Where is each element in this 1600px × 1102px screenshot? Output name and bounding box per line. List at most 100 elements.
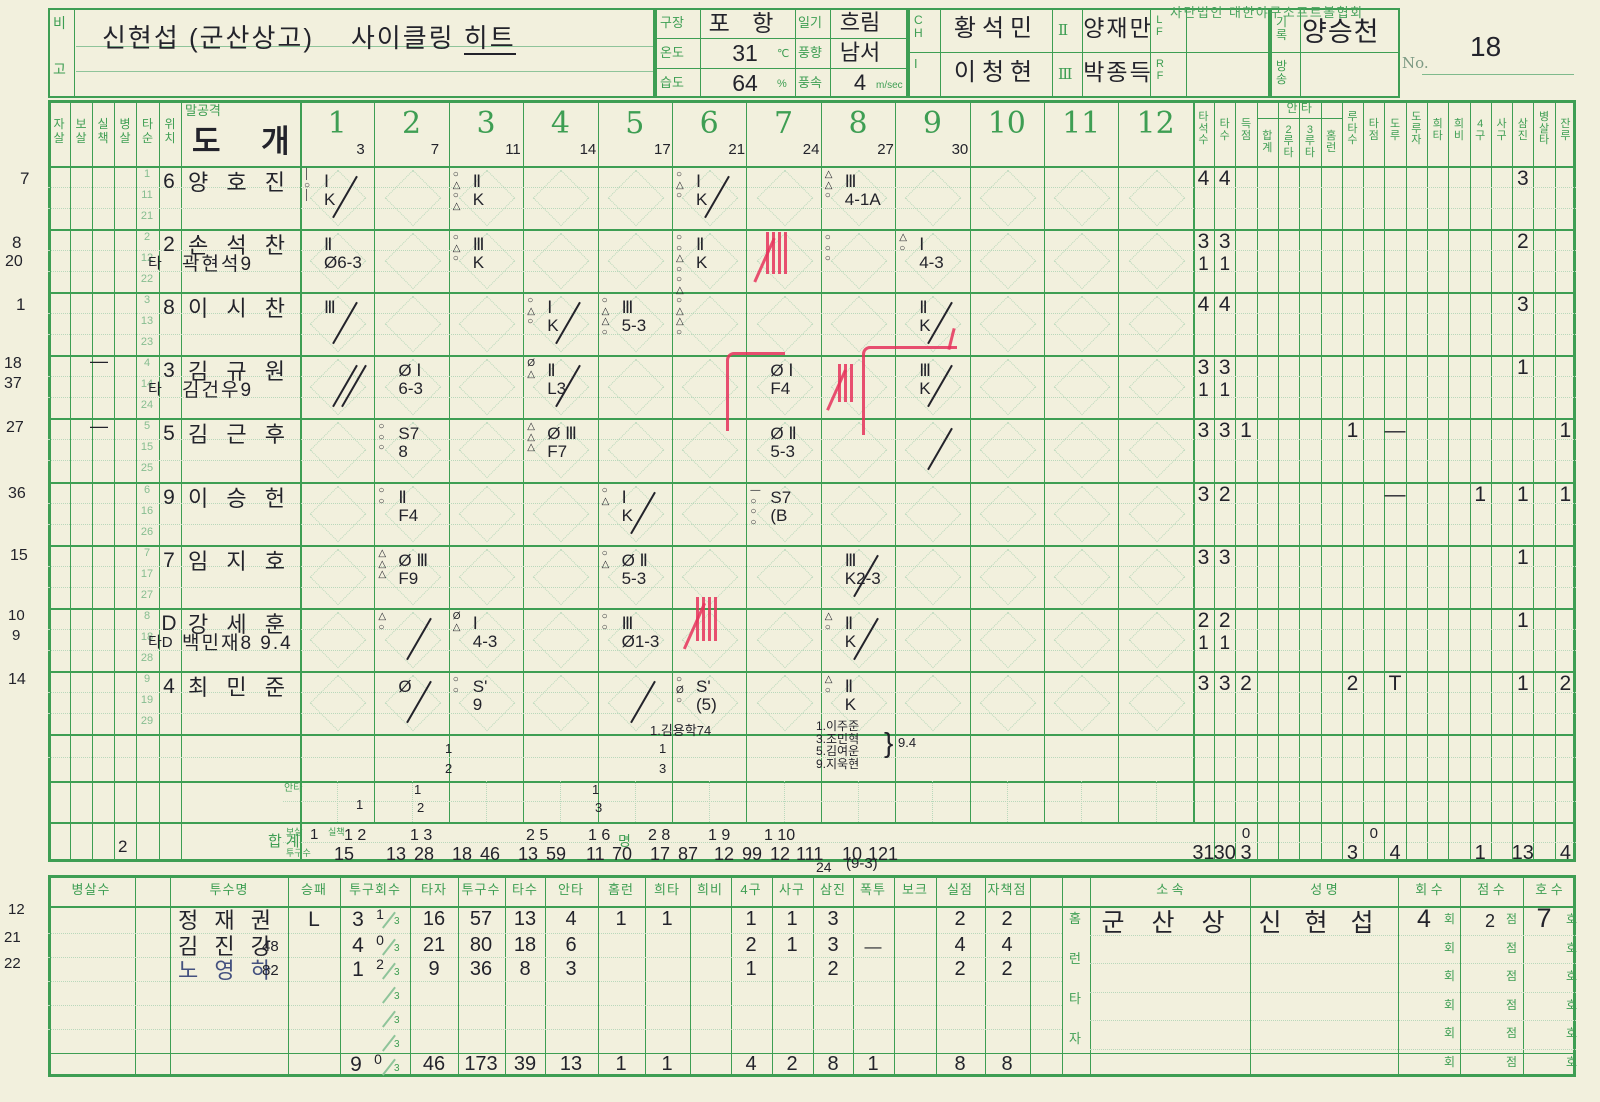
margin-annotation: 2 xyxy=(445,761,453,776)
pitcher-pitches: 80 xyxy=(469,934,493,956)
player-stat-타수: 3 xyxy=(1218,419,1231,442)
stat-column-header-병살타: 병 살 타 xyxy=(1539,111,1550,147)
dotted-hline xyxy=(48,650,1576,651)
grid-vline xyxy=(820,100,822,822)
team-total-잔루: 4 xyxy=(1559,842,1571,864)
dotted-hline xyxy=(48,1005,1062,1006)
remarks-label-top: 비 xyxy=(53,15,66,31)
weather-label: 풍향 xyxy=(798,45,822,60)
dotted-hline xyxy=(48,397,1576,398)
pitcher-total-ip-frac: 0 xyxy=(374,1051,382,1067)
pitch-sequence-marks: ○ △ ○ xyxy=(452,232,461,264)
player-stat-타석수: 3 xyxy=(1197,230,1210,253)
pitcher-column-header-투구회수: 투구회수 xyxy=(349,882,401,897)
hr-column-header: 성 명 xyxy=(1310,882,1338,897)
batting-order-number: 4 xyxy=(143,357,151,369)
player-stat-득점: 2 xyxy=(1240,672,1252,695)
player-stat-삼진: 1 xyxy=(1516,483,1529,506)
scoring-notation: Ⅰ 4-3 xyxy=(919,235,944,272)
inning-header-7: 7 xyxy=(774,106,794,141)
inning-header-10: 10 xyxy=(987,106,1026,141)
pitcher-column-header-4구: 4구 xyxy=(740,882,762,897)
grid-vline xyxy=(1192,100,1195,822)
pitcher-hits: 4 xyxy=(565,908,577,930)
sheet-number-line xyxy=(1422,74,1574,75)
unit-score: 점 xyxy=(1506,997,1518,1012)
player-stat-타수: 3 xyxy=(1218,546,1231,569)
pitcher-pitches: 57 xyxy=(469,908,493,930)
inning-header-6: 6 xyxy=(699,106,719,141)
red-tally-stroke xyxy=(714,597,717,641)
batting-order-number: 12 xyxy=(140,252,154,264)
dotted-vline xyxy=(709,781,711,822)
player-position: D xyxy=(161,612,177,635)
margin-annotation: 1.이주준 3.조민혁 5.김여운 9.지욱현 xyxy=(816,719,860,771)
pitch-sequence-marks: △ △ △ xyxy=(527,421,535,453)
weather-label: 풍속 xyxy=(798,75,822,90)
dotted-hline xyxy=(48,933,1062,934)
pitcher-walks: 2 xyxy=(745,934,757,956)
weather-label: 일기 xyxy=(798,15,822,30)
batting-order-number: 23 xyxy=(140,336,154,348)
umpire-name: 박종득 xyxy=(1083,59,1153,85)
grid-hline xyxy=(48,292,1576,294)
ip-fraction-denominator: 3 xyxy=(394,967,400,978)
substitute-name: 김건우9 xyxy=(182,380,254,401)
pitcher-earned-runs: 2 xyxy=(1001,958,1013,980)
umpire-role-label: R F xyxy=(1156,58,1164,83)
dotted-vline xyxy=(858,781,859,822)
substitute-marker: 타 xyxy=(148,255,162,272)
batting-order-number: 15 xyxy=(140,441,154,453)
substitute-stat-타석수: 1 xyxy=(1198,633,1209,654)
inning-batter-count: 27 xyxy=(877,141,894,158)
unit-inning: 회 xyxy=(1444,912,1456,926)
batting-order-number: 1 xyxy=(143,168,151,180)
batting-order-number: 19 xyxy=(140,694,154,706)
grid-hline xyxy=(48,1053,1576,1054)
margin-annotation: 3 xyxy=(595,800,603,815)
recorder-label: 기 록 xyxy=(1276,15,1288,43)
pitcher-total-hit-by-pitch: 2 xyxy=(786,1053,798,1075)
player-stat-타석수: 4 xyxy=(1197,167,1210,190)
pitcher-total-runs: 8 xyxy=(954,1053,966,1075)
scoring-notation: Ⅲ xyxy=(324,298,336,317)
pitcher-column-header-타수: 타수 xyxy=(512,882,538,897)
pitch-sequence-marks: ○ △ △ ○ xyxy=(676,295,684,338)
pitcher-total-batters-faced: 46 xyxy=(422,1053,446,1075)
sheet-number-label: No. xyxy=(1402,54,1429,72)
margin-annotation: 1 xyxy=(592,782,600,797)
unit-score: 점 xyxy=(1506,912,1518,926)
pitcher-walks: 1 xyxy=(745,958,757,980)
scoring-notation: Ø xyxy=(398,677,412,696)
ip-fraction-denominator: 3 xyxy=(394,1063,400,1074)
inning-header-4: 4 xyxy=(550,106,570,141)
dotted-hline xyxy=(1090,991,1576,993)
batting-order-number: 27 xyxy=(140,589,154,601)
grid-vline xyxy=(1118,100,1120,822)
inning-batter-count: 14 xyxy=(579,141,597,158)
dotted-hline xyxy=(48,524,1576,525)
dotted-hline xyxy=(283,842,1576,843)
grid-vline xyxy=(1426,100,1428,862)
hr-batter-team: 군 산 상 xyxy=(1101,909,1235,937)
dotted-hline xyxy=(48,439,1576,440)
inning-batter-count: 7 xyxy=(430,141,440,158)
player-position: 9 xyxy=(163,486,175,509)
grid-vline xyxy=(181,100,182,862)
red-tally-stroke xyxy=(844,364,847,402)
grid-vline xyxy=(374,100,376,822)
broadcast-label: 방 송 xyxy=(1276,59,1288,87)
inning-pitch-count: 12 xyxy=(714,844,735,864)
sheet-number-value: 18 xyxy=(1470,31,1502,62)
player-stat-삼진: 1 xyxy=(1516,546,1529,569)
dotted-vline xyxy=(560,781,562,822)
inning-pitch-count: 13 xyxy=(386,844,407,864)
player-stat-루타수: 1 xyxy=(1346,419,1359,442)
dotted-vline xyxy=(1081,781,1083,822)
dotted-hline xyxy=(48,271,1576,272)
pitcher-total-wild-pitches: 1 xyxy=(867,1053,879,1075)
ip-fraction-denominator: 3 xyxy=(394,1039,400,1050)
player-stat-타석수: 3 xyxy=(1197,672,1210,695)
pitcher-ip-frac: 2 xyxy=(376,956,384,972)
